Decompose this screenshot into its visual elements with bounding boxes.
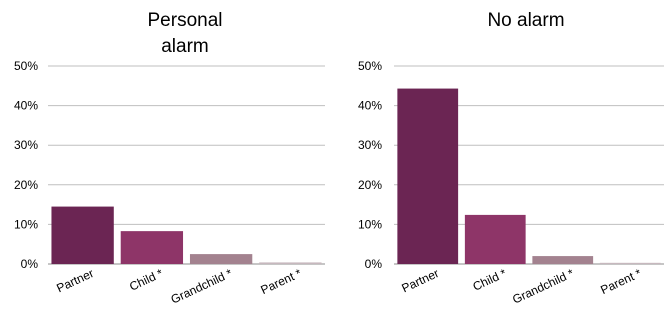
y-tick-label: 30%	[14, 138, 38, 152]
bar-grandchild	[189, 254, 253, 264]
bars	[397, 88, 661, 265]
bar-parent	[259, 262, 322, 264]
y-tick-label: 20%	[14, 178, 38, 192]
x-tick-label: Child *	[127, 266, 165, 294]
y-tick-label: 40%	[358, 99, 382, 113]
y-tick-label: 20%	[358, 178, 382, 192]
bar-partner	[397, 88, 459, 265]
bar-child	[464, 214, 526, 264]
y-tick-labels: 0% 10% 20% 30% 40% 50%	[358, 59, 382, 271]
y-tick-labels: 0% 10% 20% 30% 40% 50%	[14, 59, 38, 271]
bar-child	[120, 231, 184, 264]
x-tick-label: Partner	[54, 266, 96, 295]
y-tick-label: 50%	[14, 59, 38, 73]
y-tick-label: 40%	[14, 99, 38, 113]
y-tick-label: 0%	[21, 257, 39, 271]
x-tick-labels: Partner Child * Grandchild * Parent *	[54, 266, 304, 307]
x-tick-label: Child *	[471, 266, 509, 294]
bar-partner	[51, 206, 114, 264]
chart-title-line: No alarm	[487, 10, 564, 31]
y-tick-label: 10%	[358, 217, 382, 231]
y-tick-label: 10%	[14, 217, 38, 231]
chart-personal-alarm: Personal alarm 0% 10% 20% 30% 40% 50% Partner…	[14, 10, 325, 307]
x-tick-labels: Partner Child * Grandchild * Parent *	[399, 266, 643, 307]
y-tick-label: 30%	[358, 138, 382, 152]
x-tick-label: Grandchild *	[510, 266, 576, 307]
chart-title-line: alarm	[161, 36, 209, 57]
x-tick-label: Grandchild *	[169, 266, 235, 307]
y-tick-label: 50%	[358, 59, 382, 73]
x-tick-label: Parent *	[598, 266, 644, 297]
bars	[51, 206, 322, 264]
x-tick-label: Parent *	[258, 266, 304, 297]
bar-grandchild	[532, 256, 594, 264]
x-tick-label: Partner	[399, 266, 441, 295]
chart-no-alarm: No alarm 0% 10% 20% 30% 40% 50% Partner Child …	[358, 10, 664, 307]
y-tick-label: 0%	[365, 257, 383, 271]
chart-title-line: Personal	[148, 10, 223, 31]
bar-parent	[599, 262, 661, 264]
